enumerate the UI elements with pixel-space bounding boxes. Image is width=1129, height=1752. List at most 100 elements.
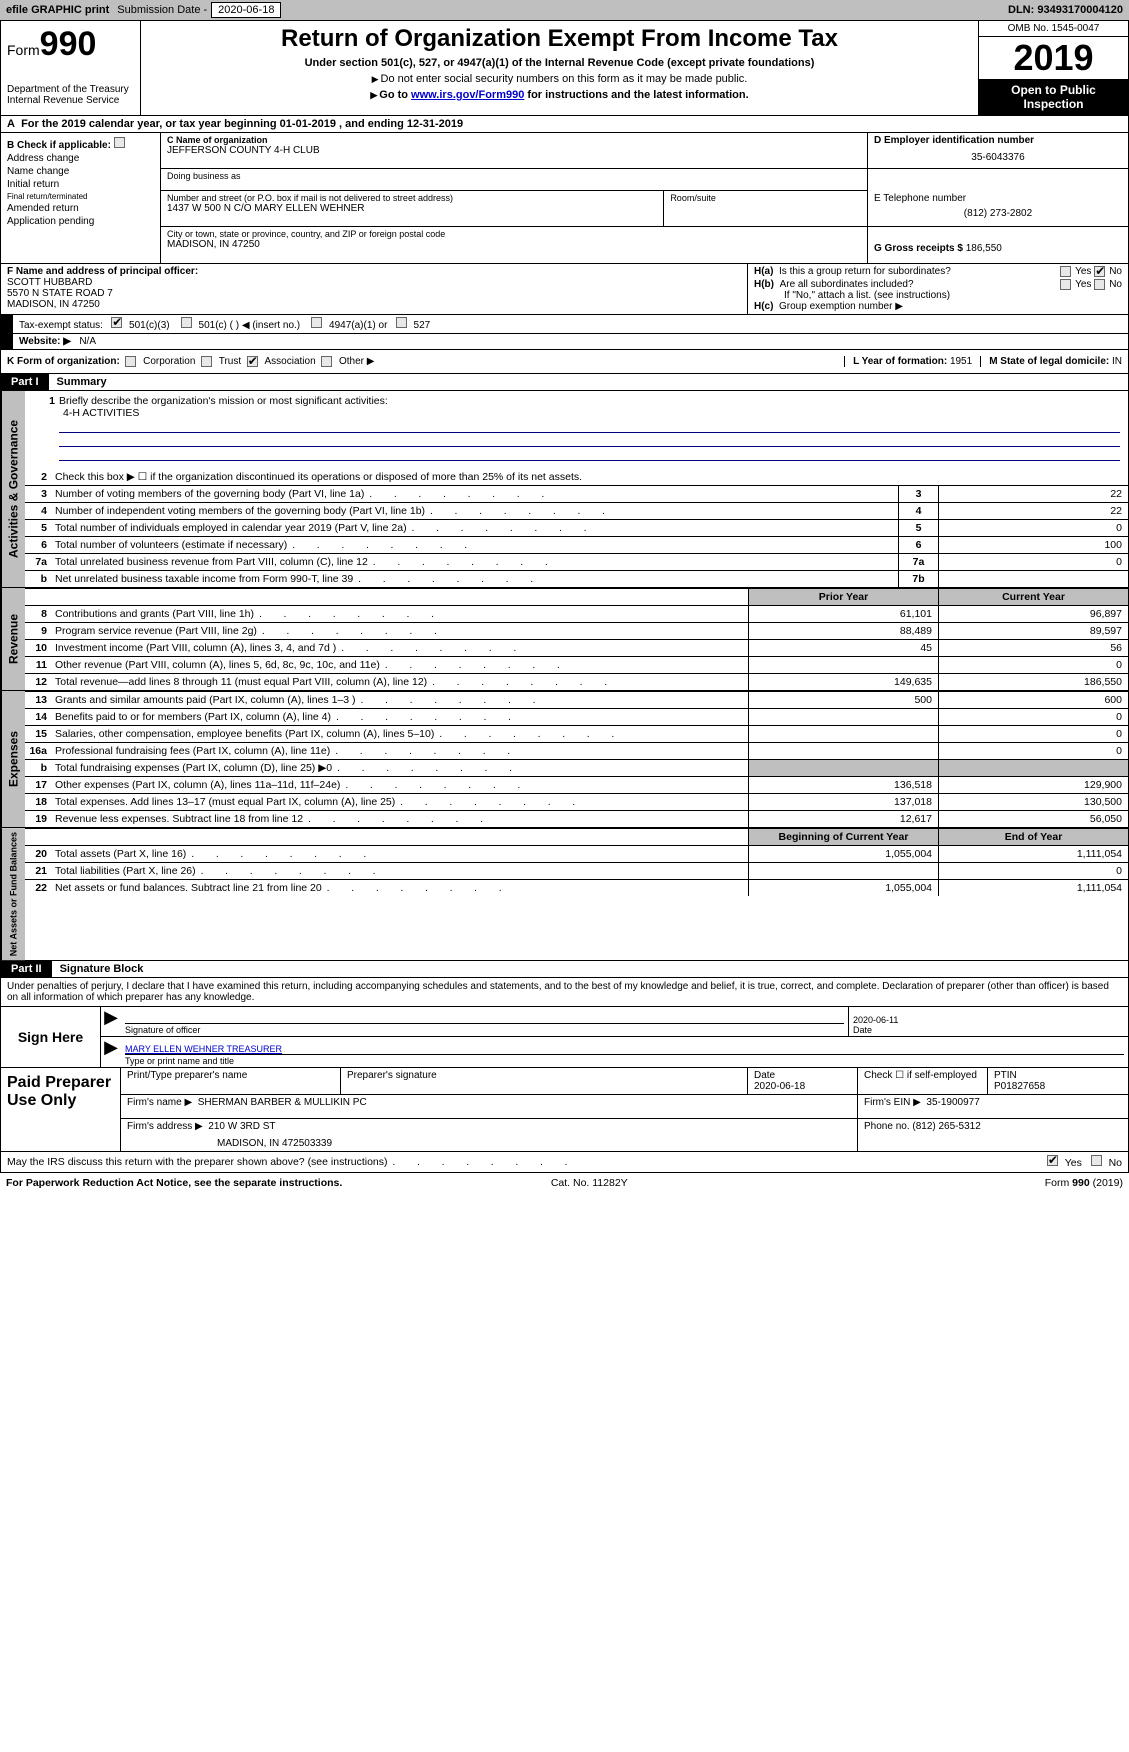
form-prefix: Form [7,42,40,58]
header-left: Form990 Department of the Treasury Inter… [1,21,141,115]
state-domicile: IN [1112,356,1122,367]
summary-line: 22Net assets or fund balances. Subtract … [25,879,1128,896]
box-c-through-g: C Name of organization JEFFERSON COUNTY … [161,133,1128,263]
officer-addr1: 5570 N STATE ROAD 7 [7,288,741,299]
row-i: Tax-exempt status: 501(c)(3) 501(c) ( ) … [1,315,1128,334]
rowj-lbl: Website: ▶ [19,336,71,347]
checkbox-icon[interactable] [1094,266,1105,277]
irs-link[interactable]: www.irs.gov/Form990 [411,89,524,101]
chk-name-change[interactable]: Name change [7,166,154,177]
footer-right: Form 990 (2019) [1045,1177,1123,1189]
hb-note: If "No," attach a list. (see instruction… [784,290,1122,301]
yes-label: Yes [1075,266,1091,277]
summary-line: 11Other revenue (Part VIII, column (A), … [25,656,1128,673]
revenue-body: Prior Year Current Year 8Contributions a… [25,588,1128,690]
firm-name-lbl: Firm's name ▶ [127,1097,192,1108]
summary-line: 15Salaries, other compensation, employee… [25,725,1128,742]
org-name: JEFFERSON COUNTY 4-H CLUB [167,145,861,156]
sub2-text: Do not enter social security numbers on … [381,73,748,85]
net-col-header: Beginning of Current Year End of Year [25,828,1128,845]
prep-date-cell: Date 2020-06-18 [748,1068,858,1094]
dln: DLN: 93493170004120 [1008,4,1123,16]
net-body: Beginning of Current Year End of Year 20… [25,828,1128,960]
checkbox-icon[interactable] [396,317,407,328]
ha-txt: Is this a group return for subordinates? [779,266,1060,277]
governance-body: 1 Briefly describe the organization's mi… [25,391,1128,587]
hdr-boc: Beginning of Current Year [748,829,938,845]
checkbox-icon[interactable] [114,137,125,148]
summary-line: 20Total assets (Part X, line 16)1,055,00… [25,845,1128,862]
checkbox-icon[interactable] [1094,279,1105,290]
boxd-lbl: D Employer identification number [874,135,1122,146]
arrow-icon: ▶ [101,1037,121,1067]
officer-signature-cell: Signature of officer [121,1007,848,1036]
checkbox-icon[interactable] [125,356,136,367]
chk-initial-return[interactable]: Initial return [7,179,154,190]
city-value: MADISON, IN 47250 [167,239,861,250]
top-bar: efile GRAPHIC print Submission Date - 20… [0,0,1129,20]
checkbox-icon[interactable] [1060,279,1071,290]
checkbox-icon[interactable] [201,356,212,367]
gov-lines: 2Check this box ▶ ☐ if the organization … [25,469,1128,587]
chk-final-return[interactable]: Final return/terminated [7,192,154,201]
checkbox-icon[interactable] [311,317,322,328]
paid-preparer-label: Paid Preparer Use Only [1,1068,121,1151]
box-e: E Telephone number (812) 273-2802 [868,191,1128,227]
summary-line: 12Total revenue—add lines 8 through 11 (… [25,673,1128,690]
checkbox-icon[interactable] [1060,266,1071,277]
prep-date-value: 2020-06-18 [754,1081,851,1092]
chk-address-change[interactable]: Address change [7,153,154,164]
no-label: No [1109,1157,1122,1169]
prep-ptin-cell: PTIN P01827658 [988,1068,1128,1094]
prep-row-2: Firm's name ▶ SHERMAN BARBER & MULLIKIN … [121,1095,1128,1119]
footer-form-post: (2019) [1090,1177,1123,1189]
officer-h-block: F Name and address of principal officer:… [0,264,1129,350]
officer-name-value[interactable]: MARY ELLEN WEHNER TREASURER [125,1044,1124,1054]
sign-right: ▶ Signature of officer 2020-06-11 Date ▶… [101,1007,1128,1067]
firm-name-value: SHERMAN BARBER & MULLIKIN PC [198,1097,367,1108]
chk-amended[interactable]: Amended return [7,203,154,214]
efile-label: efile GRAPHIC print [6,4,109,16]
row-a-tax-year: A For the 2019 calendar year, or tax yea… [0,116,1129,133]
ptin-hdr: PTIN [994,1070,1122,1081]
rowi-lbl: Tax-exempt status: [19,320,103,331]
form-header: Form990 Department of the Treasury Inter… [0,20,1129,116]
form-990: 990 [40,25,97,63]
chk-application-pending[interactable]: Application pending [7,216,154,227]
checkbox-icon[interactable] [111,317,122,328]
sub3-post: for instructions and the latest informat… [524,89,748,101]
box-d-spacer [868,169,1128,191]
sig-date-cell: 2020-06-11 Date [848,1007,1128,1036]
prep-date-hdr: Date [754,1070,851,1081]
checkbox-icon[interactable] [1091,1155,1102,1166]
officer-addr2: MADISON, IN 47250 [7,299,741,310]
expenses-section: Expenses 13Grants and similar amounts pa… [0,691,1129,828]
hdr-prior-year: Prior Year [748,589,938,605]
chk-label: Initial return [7,179,59,190]
website-value: N/A [79,336,96,347]
vtab-expenses: Expenses [1,691,25,827]
box-d: D Employer identification number 35-6043… [868,133,1128,169]
footer-form-pre: Form [1045,1177,1072,1189]
checkbox-icon[interactable] [321,356,332,367]
checkbox-icon[interactable] [247,356,258,367]
chk-label: Name change [7,166,69,177]
sign-here-label: Sign Here [1,1007,101,1067]
checkbox-icon[interactable] [181,317,192,328]
footer-form-num: 990 [1072,1177,1090,1189]
tax-exempt-status: Tax-exempt status: 501(c)(3) 501(c) ( ) … [13,315,1128,333]
no-label: No [1109,266,1122,277]
header-sub1: Under section 501(c), 527, or 4947(a)(1)… [149,57,970,69]
officer-name: SCOTT HUBBARD [7,277,741,288]
header-middle: Return of Organization Exempt From Incom… [141,21,978,115]
part1-title: Summary [49,374,115,390]
dept-treasury: Department of the Treasury [7,84,134,95]
gross-receipts: 186,550 [966,243,1002,254]
row-klm: K Form of organization: Corporation Trus… [0,350,1129,374]
paid-right: Print/Type preparer's name Preparer's si… [121,1068,1128,1151]
checkbox-icon[interactable] [1047,1155,1058,1166]
officer-name-lbl: Type or print name and title [125,1054,1124,1066]
discuss-row: May the IRS discuss this return with the… [0,1152,1129,1173]
hc-lbl: H(c) [754,301,773,312]
part2-title: Signature Block [52,961,152,977]
